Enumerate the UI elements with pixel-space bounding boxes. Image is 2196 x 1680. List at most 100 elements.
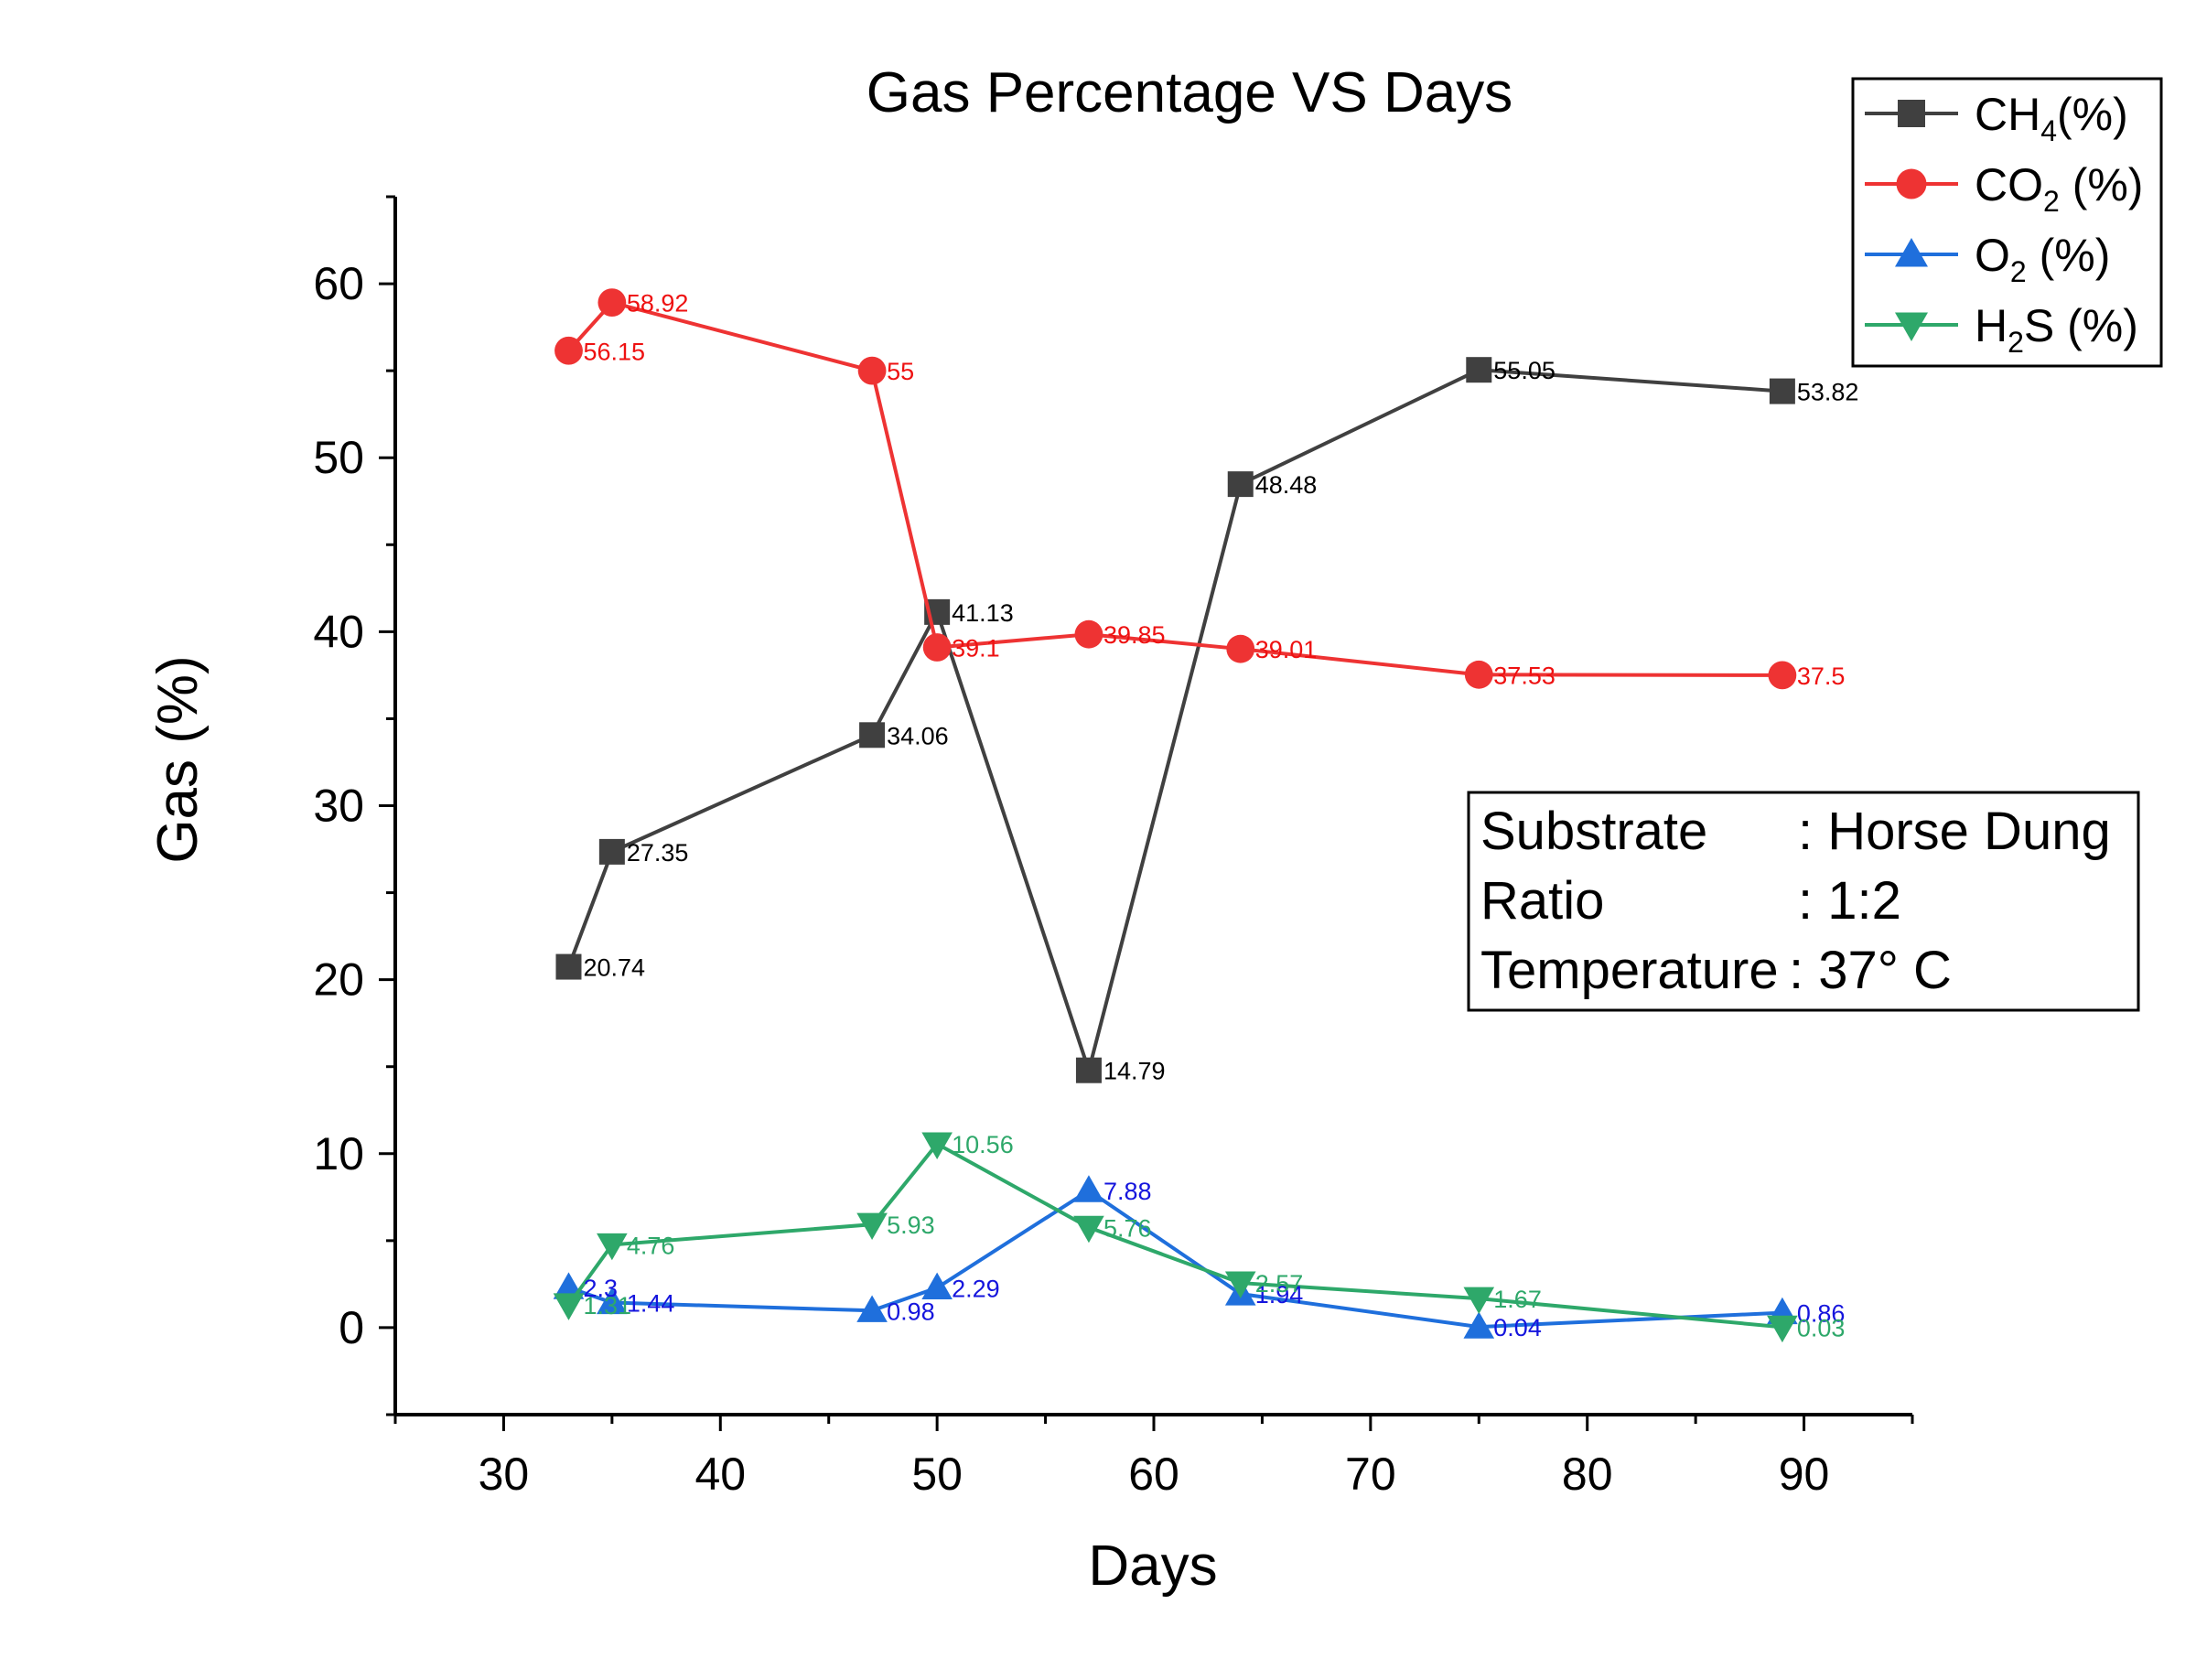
data-point bbox=[597, 288, 627, 318]
legend-entry-tail: (%) bbox=[2057, 89, 2128, 140]
data-label: 0.86 bbox=[1797, 1300, 1846, 1328]
data-label: 1.31 bbox=[583, 1292, 631, 1319]
legend-entry-subscript: 4 bbox=[2040, 114, 2057, 147]
y-tick-label: 40 bbox=[313, 606, 364, 657]
data-point bbox=[1463, 1311, 1495, 1339]
legend-marker bbox=[1895, 238, 1928, 267]
data-label: 53.82 bbox=[1797, 379, 1859, 406]
data-label: 10.56 bbox=[952, 1131, 1014, 1158]
data-label: 14.79 bbox=[1103, 1058, 1166, 1085]
data-label: 5.93 bbox=[887, 1212, 935, 1239]
legend-entry: O2 (%) bbox=[1975, 230, 2110, 288]
data-point bbox=[1767, 1315, 1798, 1343]
annotation-box: Substrate: Horse Dung Ratio: 1:2 Temperatu… bbox=[1467, 791, 2140, 1012]
series-2 bbox=[553, 1175, 1798, 1339]
y-tick-label: 30 bbox=[313, 781, 364, 832]
chart-title: Gas Percentage VS Days bbox=[867, 61, 1512, 124]
data-label: 39.1 bbox=[952, 634, 1000, 662]
series-1 bbox=[554, 288, 1797, 690]
legend-entry-tail: S (%) bbox=[2024, 300, 2138, 351]
data-point bbox=[1224, 1271, 1256, 1298]
data-label: 55 bbox=[887, 358, 914, 385]
x-tick-label: 50 bbox=[911, 1448, 963, 1500]
data-point bbox=[922, 633, 952, 662]
data-label: 2.57 bbox=[1255, 1270, 1304, 1298]
data-label: 7.88 bbox=[1103, 1178, 1152, 1205]
data-point bbox=[555, 953, 582, 980]
legend-entry-main: H bbox=[1975, 300, 2008, 351]
data-point bbox=[1226, 634, 1255, 663]
data-label: 37.5 bbox=[1797, 662, 1846, 690]
data-label: 4.76 bbox=[627, 1232, 675, 1259]
x-tick-label: 70 bbox=[1345, 1448, 1396, 1500]
y-tick-label: 0 bbox=[339, 1302, 364, 1353]
series-line bbox=[566, 368, 1783, 1077]
data-label: 1.44 bbox=[627, 1290, 675, 1318]
data-label: 0.03 bbox=[1797, 1314, 1846, 1341]
data-label: 39.85 bbox=[1103, 621, 1166, 649]
data-label: 5.76 bbox=[1103, 1214, 1152, 1242]
x-tick-label: 40 bbox=[694, 1448, 746, 1500]
data-point bbox=[553, 1293, 585, 1320]
data-labels: 20.74 27.35 34.06 41.13 14.79 48.48 55.05 53.82… bbox=[583, 290, 1858, 1342]
legend: CH4(%) CO2 (%) O2 (%) H2 S (%) bbox=[1851, 77, 2163, 368]
y-tick-label: 20 bbox=[313, 954, 364, 1006]
data-point bbox=[921, 1132, 953, 1159]
data-label: 2.29 bbox=[952, 1275, 1000, 1302]
axes: 0 10 20 30 40 50 60 30 40 50 60 70 80 90 bbox=[313, 195, 1914, 1500]
legend-entry-tail: (%) bbox=[2060, 159, 2144, 210]
legend-marker bbox=[1895, 312, 1928, 341]
x-tick-label: 60 bbox=[1128, 1448, 1179, 1500]
series-line bbox=[567, 1188, 1782, 1330]
data-point bbox=[1769, 378, 1795, 404]
data-label: 58.92 bbox=[627, 290, 689, 318]
data-point bbox=[1464, 660, 1493, 689]
legend-entry-subscript: 2 bbox=[2010, 255, 2027, 288]
data-label: 20.74 bbox=[583, 954, 645, 982]
data-point bbox=[1466, 357, 1492, 383]
data-point bbox=[857, 356, 887, 385]
series-layer bbox=[553, 288, 1798, 1343]
x-axis-label: Days bbox=[1088, 1535, 1217, 1598]
series-line bbox=[566, 1141, 1783, 1330]
data-label: 41.13 bbox=[952, 599, 1014, 627]
data-point bbox=[1073, 1175, 1104, 1202]
data-point bbox=[921, 1272, 953, 1299]
data-point bbox=[597, 1233, 628, 1261]
data-label: 0.98 bbox=[887, 1298, 935, 1325]
legend-entry-main: O bbox=[1975, 230, 2010, 281]
data-label: 55.05 bbox=[1493, 357, 1556, 384]
x-tick-label: 90 bbox=[1779, 1448, 1830, 1500]
legend-marker bbox=[1898, 100, 1925, 127]
annotation-value: : 37° C bbox=[1789, 941, 1952, 1000]
data-point bbox=[1073, 1215, 1104, 1244]
y-tick-label: 60 bbox=[313, 258, 364, 309]
data-point bbox=[856, 1212, 888, 1240]
annotation-key: Ratio bbox=[1480, 871, 1604, 931]
annotation-key: Substrate bbox=[1480, 802, 1707, 861]
data-point bbox=[1074, 619, 1103, 649]
legend-entry: CO2 (%) bbox=[1975, 159, 2143, 218]
data-label: 1.67 bbox=[1493, 1286, 1542, 1313]
data-point bbox=[859, 722, 886, 748]
x-tick-label: 30 bbox=[479, 1448, 530, 1500]
data-point bbox=[1227, 471, 1254, 498]
data-point bbox=[554, 336, 583, 365]
data-label: 34.06 bbox=[887, 722, 949, 749]
legend-entry: CH4(%) bbox=[1975, 89, 2128, 147]
data-label: 1.94 bbox=[1255, 1281, 1304, 1308]
data-label: 37.53 bbox=[1493, 662, 1556, 689]
legend-entry-tail: (%) bbox=[2027, 230, 2111, 281]
data-point bbox=[1463, 1287, 1495, 1314]
y-tick-label: 50 bbox=[313, 432, 364, 483]
data-point bbox=[856, 1295, 888, 1322]
y-axis-label: Gas (%) bbox=[146, 655, 210, 863]
legend-marker bbox=[1896, 168, 1927, 199]
data-label: 2.3 bbox=[583, 1275, 618, 1302]
data-label: 39.01 bbox=[1255, 636, 1318, 663]
data-label: 48.48 bbox=[1255, 471, 1318, 499]
y-tick-label: 10 bbox=[313, 1128, 364, 1179]
series-3 bbox=[553, 1132, 1798, 1343]
data-point bbox=[597, 1287, 628, 1315]
